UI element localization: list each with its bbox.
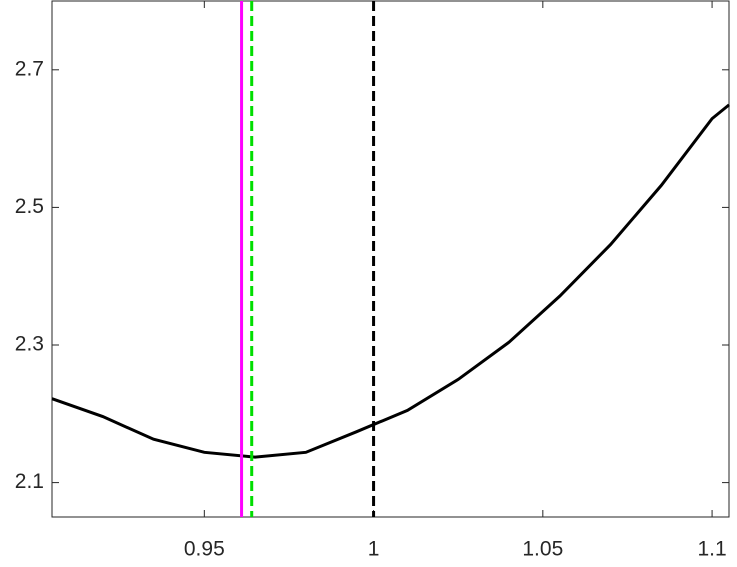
y-tick-label: 2.5 [15, 195, 44, 218]
x-tick-label: 1 [368, 538, 380, 561]
x-tick-label: 0.95 [184, 538, 225, 561]
plot-area [51, 0, 730, 518]
curve [51, 103, 730, 459]
y-tick-label: 2.1 [15, 470, 44, 493]
y-tick-label: 2.3 [15, 333, 44, 356]
x-tick-label: 1.1 [697, 538, 726, 561]
x-tick-label: 1.05 [522, 538, 563, 561]
y-tick-label: 2.7 [15, 57, 44, 80]
